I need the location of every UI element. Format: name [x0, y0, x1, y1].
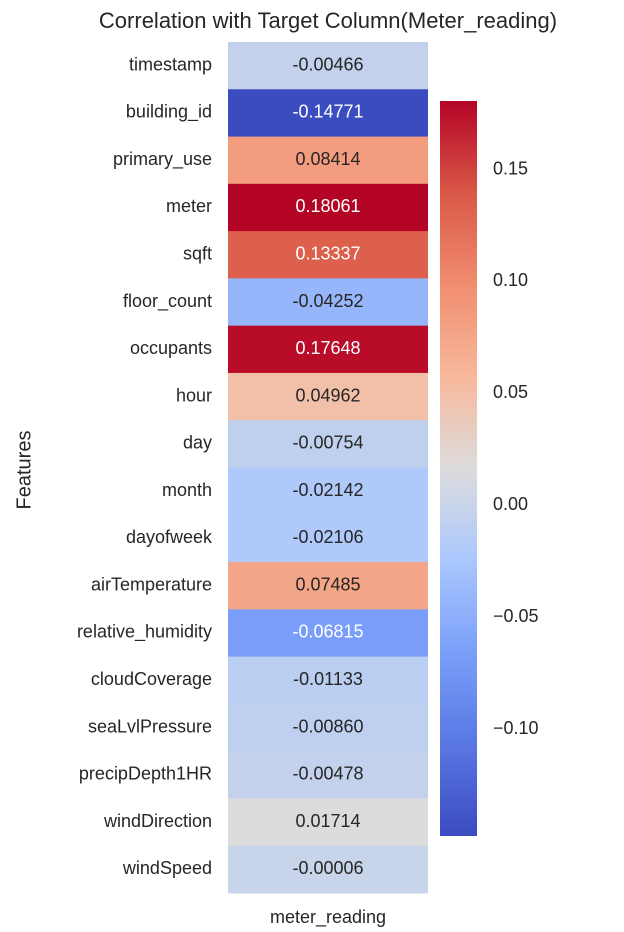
cell-label: 0.13337 — [295, 244, 360, 264]
y-tick-label: primary_use — [113, 149, 212, 170]
cell-label: -0.00860 — [292, 716, 363, 736]
heatmap-cell — [228, 514, 428, 563]
cell-label: -0.00466 — [292, 54, 363, 74]
cell-label: -0.00006 — [292, 858, 363, 878]
heatmap-cell — [228, 372, 428, 421]
heatmap-cell — [228, 231, 428, 279]
heatmap-cell — [228, 467, 428, 516]
cell-label: -0.06815 — [292, 622, 363, 642]
cell-label: 0.08414 — [295, 149, 360, 169]
y-tick-label: relative_humidity — [77, 622, 212, 643]
y-tick-label: sqft — [183, 244, 212, 264]
y-tick-label: windDirection — [103, 811, 212, 831]
heatmap-cell — [228, 420, 428, 468]
y-tick-label: hour — [176, 385, 212, 405]
heatmap-cell — [228, 136, 428, 185]
heatmap-cell — [228, 798, 428, 847]
cell-label: 0.17648 — [295, 338, 360, 358]
colorbar-tick-label: −0.05 — [493, 606, 539, 626]
y-tick-label: occupants — [130, 338, 212, 358]
y-tick-label: timestamp — [129, 54, 212, 74]
cell-label: -0.14771 — [292, 102, 363, 122]
cell-label: 0.01714 — [295, 811, 360, 831]
heatmap-cell — [228, 278, 428, 327]
cell-label: -0.01133 — [293, 669, 363, 689]
heatmap-cell — [228, 845, 428, 894]
colorbar-tick-label: −0.10 — [493, 718, 539, 738]
heatmap-cell — [228, 325, 428, 374]
y-tick-label: floor_count — [123, 291, 212, 312]
heatmap-cell — [228, 703, 428, 752]
colorbar-tick-label: 0.00 — [493, 494, 528, 514]
y-tick-label: airTemperature — [91, 574, 212, 594]
x-tick-label: meter_reading — [270, 907, 386, 928]
cell-label: -0.02142 — [292, 480, 363, 500]
y-tick-label: cloudCoverage — [91, 669, 212, 689]
heatmap-cell — [228, 751, 428, 799]
heatmap-cell — [228, 183, 428, 232]
cell-label: -0.04252 — [292, 291, 363, 311]
cell-label: 0.18061 — [295, 196, 360, 216]
y-tick-label: building_id — [126, 102, 212, 123]
y-tick-label: dayofweek — [126, 527, 213, 547]
colorbar-tick-label: 0.15 — [493, 158, 528, 178]
y-axis-label: Features — [13, 431, 35, 510]
colorbar — [440, 101, 477, 836]
cell-label: -0.00754 — [292, 433, 363, 453]
cell-label: -0.02106 — [292, 527, 363, 547]
heatmap-cell — [228, 42, 428, 90]
y-tick-label: precipDepth1HR — [79, 764, 212, 784]
heatmap-cell — [228, 89, 428, 138]
chart-title: Correlation with Target Column(Meter_rea… — [99, 8, 557, 33]
colorbar-tick-label: 0.10 — [493, 270, 528, 290]
y-tick-label: day — [183, 433, 212, 453]
y-tick-label: meter — [166, 196, 212, 216]
y-tick-label: month — [162, 480, 212, 500]
cell-label: 0.04962 — [295, 385, 360, 405]
cell-label: -0.00478 — [292, 764, 363, 784]
cell-label: 0.07485 — [295, 574, 360, 594]
y-tick-label: seaLvlPressure — [88, 716, 212, 736]
colorbar-tick-label: 0.05 — [493, 382, 528, 402]
heatmap-cell — [228, 562, 428, 610]
heatmap-cell — [228, 609, 428, 658]
y-tick-label: windSpeed — [122, 858, 212, 878]
heatmap-cell — [228, 656, 428, 705]
